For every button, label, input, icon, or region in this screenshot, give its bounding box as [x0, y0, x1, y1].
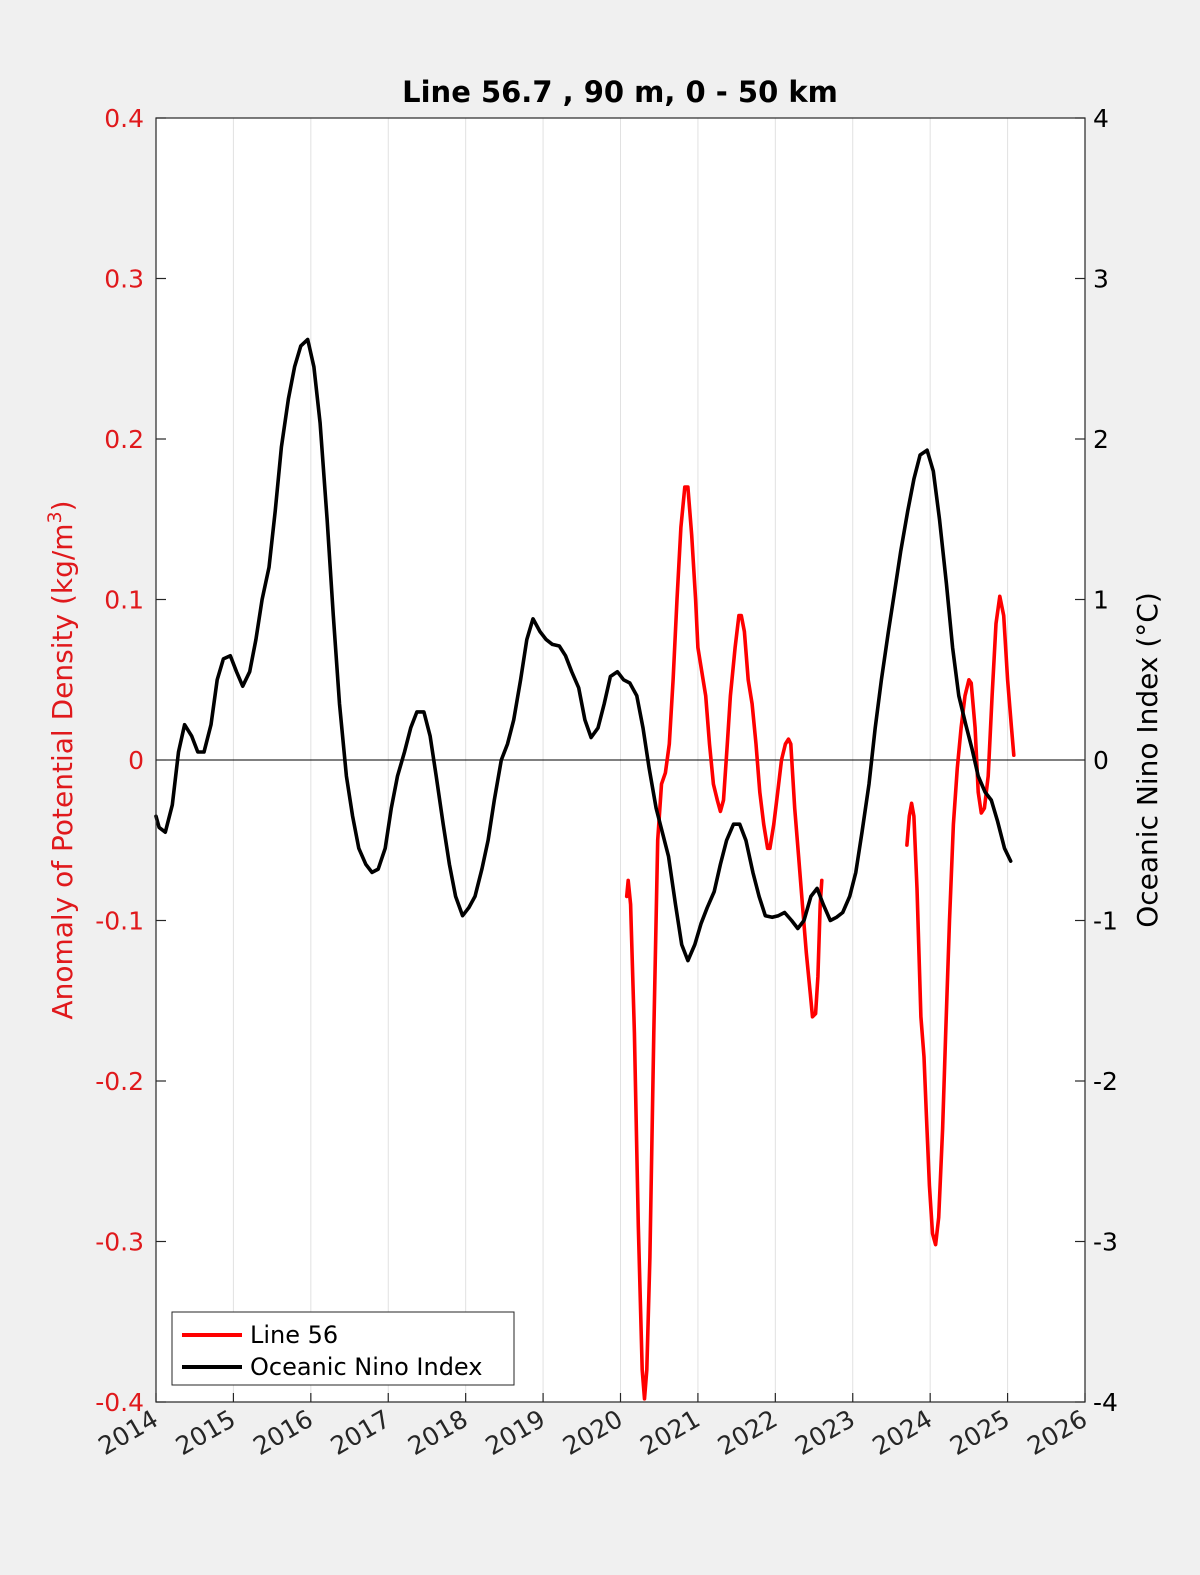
x-tick-label: 2024 [868, 1404, 938, 1461]
x-tick-label: 2017 [326, 1404, 396, 1461]
legend-label-line-56: Line 56 [250, 1321, 338, 1349]
x-tick-label: 2023 [790, 1404, 860, 1461]
legend-box [171, 1311, 515, 1386]
left-axis-label-sup: 3 [44, 511, 66, 523]
right-tick-label: -4 [1093, 1388, 1118, 1417]
x-tick-label: 2020 [558, 1404, 628, 1461]
right-tick-label: 1 [1093, 586, 1109, 615]
left-tick-label: -0.1 [95, 907, 144, 936]
x-tick-label: 2019 [480, 1404, 550, 1461]
left-axis-label-end: ) [46, 500, 79, 511]
right-tick-label: 4 [1093, 104, 1109, 133]
x-tick-label: 2022 [713, 1404, 783, 1461]
left-tick-label: 0.1 [104, 586, 144, 615]
right-axis-label: Oceanic Nino Index (°C) [1131, 592, 1164, 928]
right-tick-label: 0 [1093, 746, 1109, 775]
legend: Line 56 Oceanic Nino Index [171, 1311, 515, 1386]
left-axis-label: Anomaly of Potential Density (kg/m3) [44, 500, 79, 1019]
line-56-series-line-0 [624, 485, 824, 1401]
left-tick-label: -0.2 [95, 1067, 144, 1096]
x-tick-label: 2025 [945, 1404, 1015, 1461]
x-axis-ticks: 2014 2015 2016 2017 2018 2019 2020 2021 2022 2023… [93, 1393, 1092, 1461]
left-tick-label: 0.3 [104, 265, 144, 294]
x-tick-label: 2016 [248, 1404, 318, 1461]
left-axis-ticks: -0.4 -0.3 -0.2 -0.1 0 0.1 0.2 0.3 0.4 [95, 104, 166, 1417]
right-tick-label: -2 [1093, 1067, 1118, 1096]
left-tick-label: 0.2 [104, 425, 144, 454]
x-tick-label: 2021 [635, 1404, 705, 1461]
right-tick-label: 3 [1093, 265, 1109, 294]
right-tick-label: -1 [1093, 907, 1118, 936]
chart-title: Line 56.7 , 90 m, 0 - 50 km [402, 75, 838, 109]
right-axis-ticks: -4 -3 -2 -1 0 1 2 3 4 [1075, 104, 1118, 1417]
x-tick-label: 2015 [171, 1404, 241, 1461]
oni-series-line-0 [154, 337, 1013, 963]
legend-label-oni: Oceanic Nino Index [250, 1353, 482, 1381]
x-tick-label: 2026 [1022, 1404, 1092, 1461]
right-tick-label: 2 [1093, 425, 1109, 454]
x-tick-label: 2018 [403, 1404, 473, 1461]
right-tick-label: -3 [1093, 1228, 1118, 1257]
left-tick-label: -0.4 [95, 1388, 144, 1417]
line-56-series-line-1 [905, 594, 1016, 1247]
left-tick-label: 0 [128, 746, 144, 775]
left-axis-label-main: Anomaly of Potential Density (kg/m [46, 523, 79, 1019]
series-layer [154, 337, 1016, 1401]
left-tick-label: 0.4 [104, 104, 144, 133]
left-tick-label: -0.3 [95, 1228, 144, 1257]
